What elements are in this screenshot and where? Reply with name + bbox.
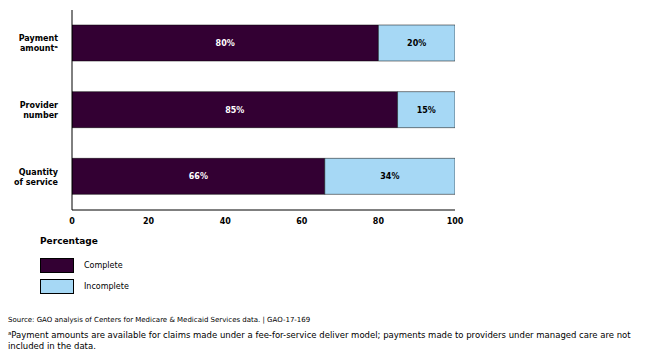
html-text:Incomplete: Incomplete [84, 282, 129, 291]
svg-text:0: 0 [69, 217, 75, 226]
svg-text:100: 100 [447, 217, 464, 226]
svg-text:85%: 85% [225, 106, 244, 115]
svg-text:20: 20 [143, 217, 155, 226]
svg-text:34%: 34% [380, 172, 399, 181]
svg-text:Paymentamountᵃ: Paymentamountᵃ [19, 34, 59, 53]
html-text:Source: GAO analysis of Center: Source: GAO analysis of Centers for Medi… [8, 316, 311, 324]
svg-text:20%: 20% [407, 39, 426, 48]
svg-text:66%: 66% [189, 172, 208, 181]
svg-text:40: 40 [220, 217, 232, 226]
html-text:Complete: Complete [84, 261, 123, 270]
svg-text:Quantityof service: Quantityof service [14, 168, 59, 187]
html-text:Percentage: Percentage [40, 236, 98, 246]
svg-text:Providernumber: Providernumber [20, 101, 58, 120]
svg-text:60: 60 [296, 217, 308, 226]
svg-text:15%: 15% [417, 106, 436, 115]
svg-text:80: 80 [373, 217, 385, 226]
svg-text:80%: 80% [216, 39, 235, 48]
html-text:ᵃPayment amounts are available: ᵃPayment amounts are available for claim… [8, 330, 631, 351]
